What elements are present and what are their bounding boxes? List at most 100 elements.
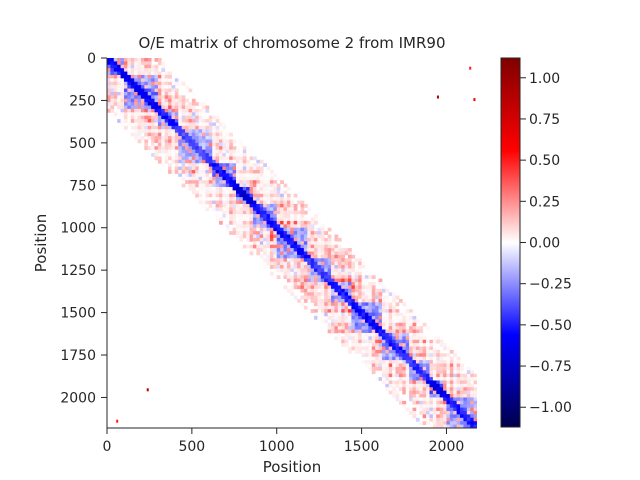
heatmap-cell	[351, 302, 356, 307]
heatmap-cell	[364, 353, 369, 358]
heatmap-cell	[375, 346, 379, 351]
heatmap-cell	[429, 383, 434, 388]
heatmap-cell	[188, 163, 193, 168]
heatmap-cell	[137, 61, 142, 66]
heatmap-cell	[300, 234, 305, 239]
heatmap-cell	[307, 244, 312, 249]
heatmap-cell	[307, 278, 312, 283]
heatmap-cell	[385, 319, 390, 324]
heatmap-cell	[168, 153, 172, 157]
heatmap-cell	[320, 265, 325, 269]
heatmap-cell	[371, 312, 376, 317]
heatmap-cell	[429, 373, 434, 378]
heatmap-cell	[229, 231, 233, 235]
heatmap-cell	[178, 85, 183, 89]
heatmap-cell	[429, 377, 434, 381]
heatmap-cell	[215, 214, 220, 218]
heatmap-cell	[364, 329, 369, 334]
heatmap-cell	[147, 129, 152, 134]
heatmap-cell	[320, 254, 325, 259]
heatmap-cell	[229, 170, 233, 174]
heatmap-cell	[327, 237, 332, 242]
heatmap-cell	[246, 163, 250, 168]
heatmap-cell	[168, 74, 172, 79]
heatmap-cell	[174, 81, 179, 86]
heatmap-cell	[361, 278, 366, 283]
heatmap-cell	[286, 248, 291, 252]
heatmap-cell	[208, 159, 213, 164]
heatmap-cell	[327, 329, 332, 334]
heatmap-cell	[351, 339, 356, 344]
heatmap-cell	[120, 108, 125, 113]
heatmap-cell	[246, 210, 250, 215]
heatmap-cell	[436, 360, 441, 364]
heatmap-cell	[269, 180, 274, 184]
heatmap-cell	[392, 336, 396, 341]
heatmap-cell	[188, 170, 193, 174]
heatmap-cell	[256, 207, 261, 212]
heatmap-cell	[117, 102, 121, 106]
heatmap-cell	[232, 227, 237, 232]
heatmap-cell	[290, 210, 295, 215]
heatmap-cell	[300, 237, 305, 242]
heatmap-cell	[161, 139, 166, 144]
heatmap-cell	[307, 261, 312, 266]
heatmap-cell	[331, 248, 335, 252]
heatmap-cell	[368, 288, 373, 293]
heatmap-cell	[460, 377, 464, 381]
heatmap-cell	[195, 149, 200, 154]
heatmap-cell	[280, 248, 284, 252]
heatmap-cell	[466, 411, 471, 415]
heatmap-cell	[164, 85, 169, 89]
heatmap-cell	[117, 91, 121, 96]
heatmap-cell	[276, 220, 281, 225]
heatmap-cell	[449, 414, 454, 419]
heatmap-cell	[181, 183, 186, 188]
heatmap-cell	[188, 105, 193, 110]
heatmap-cell	[368, 285, 373, 290]
heatmap-cell	[259, 244, 264, 249]
heatmap-cell	[398, 336, 403, 341]
heatmap-cell	[385, 383, 390, 388]
heatmap-cell	[317, 254, 322, 259]
heatmap-cell	[429, 404, 434, 409]
heatmap-cell	[266, 265, 271, 269]
heatmap-cell	[239, 176, 244, 181]
heatmap-cell	[239, 183, 244, 188]
heatmap-cell	[107, 71, 111, 76]
heatmap-cell	[256, 163, 261, 168]
heatmap-cell	[456, 417, 461, 422]
heatmap-cell	[409, 390, 413, 395]
heatmap-cell	[300, 258, 305, 263]
heatmap-cell	[174, 136, 179, 140]
heatmap-cell	[157, 129, 162, 134]
heatmap-cell	[324, 241, 329, 246]
heatmap-cell	[317, 241, 322, 246]
heatmap-cell	[415, 404, 420, 409]
heatmap-cell	[252, 234, 257, 239]
heatmap-cell	[188, 159, 193, 164]
heatmap-cell	[375, 353, 379, 358]
heatmap-cell	[337, 282, 342, 286]
heatmap-cell	[429, 339, 434, 344]
heatmap-cell	[222, 183, 227, 188]
heatmap-cell	[107, 68, 111, 72]
heatmap-cell	[361, 343, 366, 347]
heatmap-cell	[341, 302, 346, 307]
heatmap-cell	[364, 295, 369, 300]
heatmap-cell	[256, 203, 261, 208]
heatmap-cell	[426, 387, 430, 392]
heatmap-cell	[473, 373, 477, 378]
heatmap-cell	[130, 64, 135, 69]
heatmap-cell	[130, 119, 135, 123]
heatmap-cell	[460, 411, 464, 415]
heatmap-cell	[398, 312, 403, 317]
heatmap-cell	[364, 268, 369, 273]
heatmap-cell	[232, 231, 237, 235]
heatmap-cell	[195, 193, 200, 198]
heatmap-cell	[303, 295, 308, 300]
heatmap-cell	[398, 370, 403, 375]
heatmap-cell	[385, 326, 390, 330]
heatmap-cell	[426, 363, 430, 368]
heatmap-cell	[219, 176, 223, 181]
